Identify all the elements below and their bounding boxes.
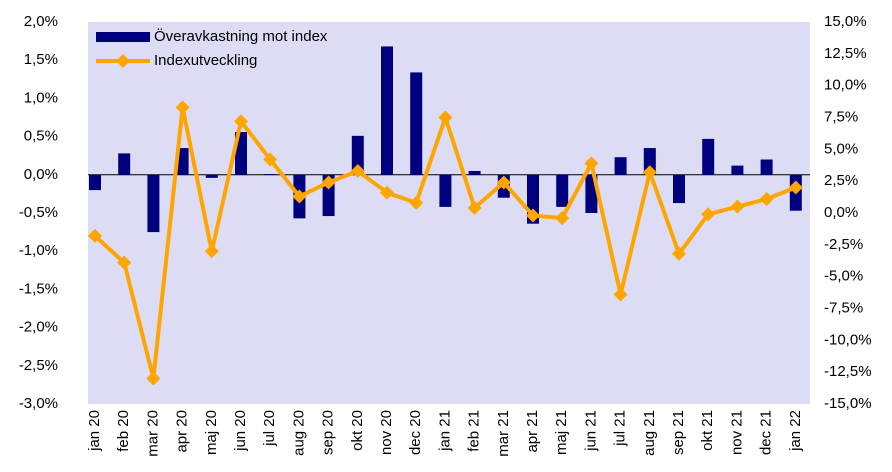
marker [292, 189, 307, 204]
marker [759, 191, 774, 206]
bar [205, 174, 218, 178]
marker [321, 175, 336, 190]
x-tick-label: nov 21 [728, 410, 745, 455]
y2-tick-label: 10,0% [824, 77, 867, 94]
y2-tick-label: 0,0% [824, 204, 858, 221]
marker [584, 156, 599, 171]
marker [467, 200, 482, 215]
x-tick-label: aug 20 [290, 410, 307, 456]
y2-tick-label: 12,5% [824, 45, 867, 62]
y2-tick-label: -10,0% [824, 331, 872, 348]
y-tick-label: 0,5% [24, 128, 58, 145]
x-tick-label: dec 20 [407, 410, 424, 455]
y2-tick-label: 2,5% [824, 172, 858, 189]
marker [350, 163, 365, 178]
x-tick-label: feb 20 [115, 410, 132, 452]
x-tick-label: mar 21 [495, 410, 512, 457]
x-tick-label: nov 20 [378, 410, 395, 455]
bar [264, 174, 277, 176]
x-tick-label: apr 20 [174, 410, 191, 453]
y-tick-label: -3,0% [19, 395, 58, 412]
x-tick-label: maj 21 [553, 410, 570, 455]
x-tick-label: sep 21 [670, 410, 687, 455]
y-tick-label: 1,0% [24, 89, 58, 106]
x-tick-label: jul 21 [612, 410, 629, 447]
legend-label: Indexutveckling [154, 52, 257, 69]
y-tick-label: 1,5% [24, 51, 58, 68]
x-tick-label: jan 22 [787, 410, 804, 452]
x-tick-label: dec 21 [758, 410, 775, 455]
x-tick-label: mar 20 [144, 410, 161, 457]
x-tick-label: jun 20 [232, 410, 249, 452]
y2-tick-label: 7,5% [824, 108, 858, 125]
marker [380, 185, 394, 200]
x-tick-label: okt 21 [699, 410, 716, 451]
x-tick-label: apr 21 [524, 410, 541, 453]
marker [175, 100, 190, 115]
y2-tick-label: -12,5% [824, 363, 872, 380]
y-tick-label: -0,5% [19, 204, 58, 221]
legend-label: Överavkastning mot index [154, 27, 328, 45]
plot-area [88, 22, 810, 404]
bar [614, 157, 627, 175]
x-tick-label: jan 20 [86, 410, 103, 452]
x-tick-label: feb 21 [466, 410, 483, 452]
marker [146, 371, 161, 386]
bar [731, 165, 744, 175]
x-tick-label: sep 20 [320, 410, 337, 455]
bar [147, 174, 160, 233]
y-tick-label: -2,0% [19, 319, 58, 336]
bar [556, 174, 569, 207]
bar [410, 72, 423, 175]
marker [204, 244, 219, 259]
marker [409, 195, 424, 210]
y-tick-label: -2,5% [19, 357, 58, 374]
legend-marker [116, 54, 130, 68]
y2-tick-label: -2,5% [824, 236, 863, 253]
y2-tick-label: -7,5% [824, 299, 863, 316]
y2-tick-label: -15,0% [824, 395, 872, 412]
x-tick-label: maj 20 [203, 410, 220, 455]
y-tick-label: 0,0% [24, 166, 58, 183]
bar [176, 148, 189, 175]
bar [351, 135, 364, 175]
x-tick-label: aug 21 [641, 410, 658, 456]
marker [788, 180, 803, 195]
marker [672, 246, 686, 261]
marker [701, 207, 716, 222]
y-tick-label: -1,5% [19, 280, 58, 297]
marker [613, 287, 628, 302]
bar [702, 138, 715, 175]
bar [381, 46, 393, 175]
marker [117, 255, 132, 270]
y-tick-label: 2,0% [24, 13, 58, 30]
marker [642, 165, 657, 180]
x-tick-label: jun 21 [582, 410, 599, 452]
y-tick-label: -1,0% [19, 242, 58, 259]
marker [234, 114, 248, 129]
marker [496, 175, 511, 190]
marker [526, 208, 540, 223]
bar [439, 174, 452, 207]
y2-tick-label: 15,0% [824, 13, 867, 30]
x-tick-label: okt 20 [349, 410, 366, 451]
bar [118, 153, 131, 175]
y2-tick-label: 5,0% [824, 140, 858, 157]
y2-tick-label: -5,0% [824, 268, 863, 285]
bar [673, 174, 685, 204]
bar [468, 170, 481, 175]
x-tick-label: jan 21 [436, 410, 453, 452]
bar [643, 148, 656, 175]
marker [263, 152, 278, 167]
marker [555, 211, 570, 226]
marker [88, 228, 102, 243]
legend-swatch [96, 32, 150, 42]
x-tick-label: jul 20 [261, 410, 278, 447]
marker [438, 110, 453, 125]
bar [760, 159, 773, 175]
bar [89, 174, 101, 191]
marker [730, 199, 745, 214]
